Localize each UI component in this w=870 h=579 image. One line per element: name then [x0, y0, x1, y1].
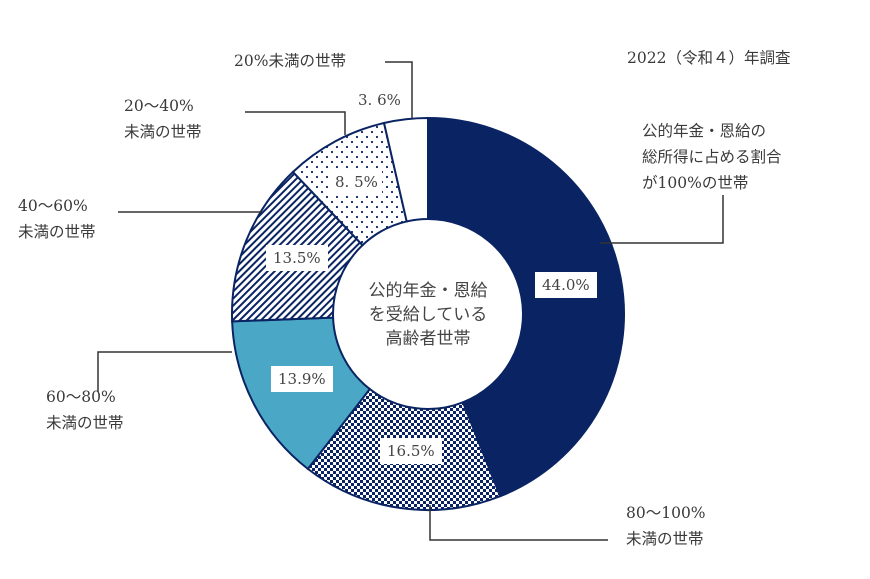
- label-line: 20～40%: [124, 97, 194, 115]
- label-line: 未満の世帯: [46, 414, 124, 432]
- label-80-100pct: 80～100% 未満の世帯: [626, 500, 706, 552]
- value-label-16-5: 16.5%: [380, 438, 442, 464]
- label-line: 総所得に占める割合: [642, 148, 782, 166]
- label-line: 40～60%: [18, 197, 88, 215]
- value-label-44: 44.0%: [535, 272, 597, 298]
- value-label-13-5: 13.5%: [266, 245, 328, 271]
- center-line: 高齢者世帯: [385, 329, 471, 349]
- value-label-8-5: 8. 5%: [331, 170, 382, 194]
- label-100pct: 公的年金・恩給の 総所得に占める割合 が100%の世帯: [642, 118, 782, 196]
- label-40-60pct: 40～60% 未満の世帯: [18, 193, 96, 245]
- center-line: 公的年金・恩給: [368, 281, 488, 301]
- label-20-40pct: 20～40% 未満の世帯: [124, 93, 202, 145]
- value-label-13-9: 13.9%: [271, 366, 333, 392]
- label-line: 公的年金・恩給の: [642, 122, 767, 140]
- label-60-80pct: 60～80% 未満の世帯: [46, 384, 124, 436]
- donut-slice: [382, 116, 429, 223]
- leader-lines: [97, 61, 724, 541]
- donut-center-label: 公的年金・恩給 を受給している 高齢者世帯: [340, 279, 516, 351]
- label-line: 未満の世帯: [18, 223, 96, 241]
- label-under-20pct: 20%未満の世帯: [234, 52, 346, 70]
- label-line: 未満の世帯: [124, 123, 202, 141]
- label-line: が100%の世帯: [642, 174, 749, 192]
- label-line: 60～80%: [46, 388, 116, 406]
- value-label-3-6: 3. 6%: [358, 91, 401, 109]
- survey-year-note: 2022（令和４）年調査: [627, 49, 791, 67]
- donut-slice: [427, 116, 625, 498]
- center-line: を受給している: [368, 305, 488, 325]
- label-line: 未満の世帯: [626, 530, 704, 548]
- label-line: 80～100%: [626, 504, 706, 522]
